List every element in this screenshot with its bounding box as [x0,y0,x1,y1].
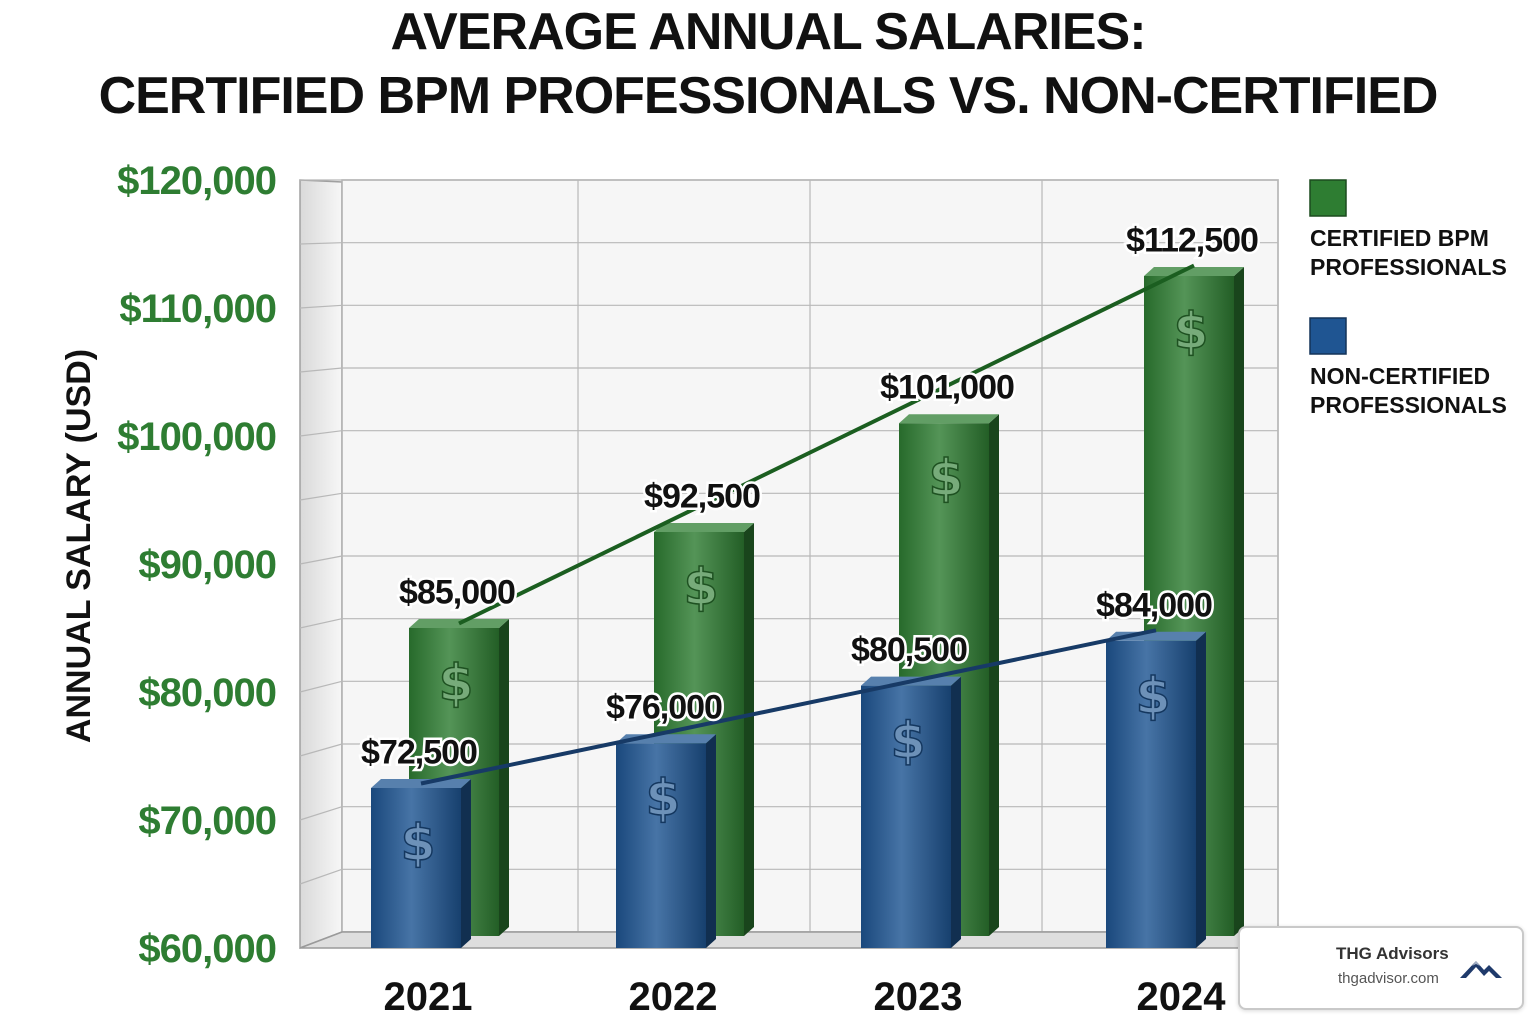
bar-top [1144,267,1244,276]
y-tick-label: $120,000 [117,159,276,203]
bar: $ [616,734,716,948]
y-tick-label: $80,000 [138,671,276,715]
gridline [299,242,343,245]
bar-side [706,734,716,948]
legend-swatch [1309,179,1347,217]
bar-top [654,523,754,532]
mountain-logo-icon [1460,961,1502,978]
data-label: $72,500 [361,734,477,772]
gridline [299,555,343,565]
data-label: $76,000 [606,689,722,727]
dollar-sign-icon: $ [929,449,964,507]
chart-subtitle: CERTIFIED BPM PROFESSIONALS VS. NON-CERT… [98,67,1439,125]
bar: $ [371,779,471,948]
data-label: $101,000 [880,369,1014,407]
dollar-sign-icon: $ [684,558,719,616]
y-tick-label: $60,000 [138,927,276,971]
y-tick-label: $90,000 [138,543,276,587]
legend-label: CERTIFIED BPM [1310,225,1489,251]
gridline [299,367,343,373]
data-label: $80,500 [851,631,967,669]
bar-side [1196,631,1206,948]
bar: $ [861,676,961,948]
legend-label: NON-CERTIFIED [1310,363,1490,389]
legend-item: NON-CERTIFIED PROFESSIONALS [1309,317,1507,418]
x-tick-label: 2023 [874,975,963,1019]
gridline [299,868,343,885]
gridline [299,492,343,501]
dollar-sign-icon: $ [891,712,926,770]
x-tick-label: 2021 [384,975,473,1019]
bar-front [861,685,951,948]
gridline [299,618,343,629]
trend-line [420,628,1157,786]
gridline [299,806,343,821]
dollar-sign-icon: $ [439,654,474,712]
side-wall [299,179,343,950]
bar-side [989,414,999,936]
bar: $ [1106,631,1206,948]
gridline [299,743,343,757]
legend-item: CERTIFIED BPM PROFESSIONALS [1309,179,1507,280]
y-axis-label: ANNUAL SALARY (USD) [60,349,98,743]
y-tick-label: $70,000 [138,799,276,843]
data-label: $85,000 [399,574,515,612]
brand-badge: THG Advisors thgadvisor.com [1238,926,1524,1010]
gridline [299,304,343,309]
gridline [299,680,343,693]
dollar-sign-icon: $ [1174,302,1209,360]
legend-label: PROFESSIONALS [1310,254,1507,280]
data-label: $84,000 [1096,586,1212,624]
data-label: $92,500 [644,478,760,516]
bar-front [1106,640,1196,948]
x-tick-label: 2024 [1137,975,1227,1019]
chart-title: AVERAGE ANNUAL SALARIES: [390,3,1146,61]
bar-side [744,523,754,936]
dollar-sign-icon: $ [1136,667,1171,725]
gridline [299,430,343,437]
dollar-sign-icon: $ [401,814,436,872]
bar-top [899,414,999,424]
bar-front [371,788,461,948]
brand-url: thgadvisor.com [1338,970,1439,987]
trend-line [458,263,1195,626]
x-tick-label: 2022 [629,975,718,1019]
y-tick-label: $100,000 [117,415,276,459]
brand-name: THG Advisors [1336,944,1449,963]
bar-side [951,676,961,948]
bar-side [1234,267,1244,936]
y-tick-label: $110,000 [119,287,276,331]
dollar-sign-icon: $ [646,769,681,827]
legend-swatch [1309,317,1347,355]
bar-side [499,619,509,936]
bar-side [461,779,471,948]
bar-front [616,743,706,948]
data-label: $112,500 [1126,222,1258,260]
legend-label: PROFESSIONALS [1310,392,1507,418]
